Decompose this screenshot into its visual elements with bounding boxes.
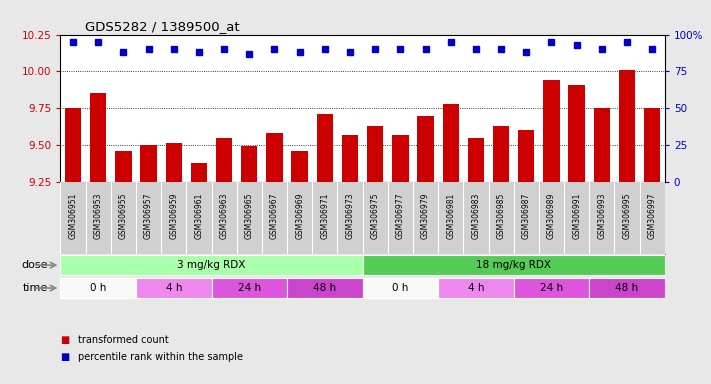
Bar [644, 108, 661, 182]
Bar [136, 278, 212, 298]
Text: GSM306961: GSM306961 [194, 192, 203, 239]
Text: GSM306979: GSM306979 [421, 192, 430, 239]
Text: GSM306957: GSM306957 [144, 192, 153, 239]
Text: GSM306969: GSM306969 [295, 192, 304, 239]
Text: GSM306989: GSM306989 [547, 192, 556, 239]
Bar [342, 135, 358, 182]
Text: 48 h: 48 h [314, 283, 336, 293]
Bar [60, 255, 363, 275]
Text: GSM306953: GSM306953 [94, 192, 102, 239]
Bar [417, 116, 434, 182]
Bar [518, 130, 535, 182]
Bar [514, 278, 589, 298]
Text: GSM306951: GSM306951 [68, 192, 77, 239]
Text: time: time [23, 283, 48, 293]
Bar [594, 108, 610, 182]
Text: GSM306993: GSM306993 [597, 192, 606, 239]
Text: transformed count: transformed count [78, 335, 169, 345]
Bar [543, 80, 560, 182]
Text: 0 h: 0 h [90, 283, 107, 293]
Text: GSM306995: GSM306995 [623, 192, 631, 239]
Text: ■: ■ [60, 335, 70, 345]
Bar [363, 278, 438, 298]
Bar [140, 145, 156, 182]
Text: 0 h: 0 h [392, 283, 409, 293]
Bar [216, 137, 232, 182]
Bar [166, 144, 182, 182]
Text: 48 h: 48 h [616, 283, 638, 293]
Bar [316, 114, 333, 182]
Text: GSM306971: GSM306971 [321, 192, 329, 239]
Bar [60, 278, 136, 298]
Text: GSM306959: GSM306959 [169, 192, 178, 239]
Bar [191, 162, 207, 182]
Bar [241, 146, 257, 182]
Bar [569, 84, 585, 182]
Bar [438, 278, 514, 298]
Text: 24 h: 24 h [540, 283, 563, 293]
Text: 4 h: 4 h [468, 283, 484, 293]
Bar [212, 278, 287, 298]
Bar [292, 151, 308, 182]
Text: 18 mg/kg RDX: 18 mg/kg RDX [476, 260, 551, 270]
Text: GSM306997: GSM306997 [648, 192, 657, 239]
Bar [493, 126, 509, 182]
Bar [619, 70, 635, 182]
Text: GSM306955: GSM306955 [119, 192, 128, 239]
Text: GSM306981: GSM306981 [447, 192, 455, 239]
Text: GSM306963: GSM306963 [220, 192, 229, 239]
Text: percentile rank within the sample: percentile rank within the sample [78, 352, 243, 362]
Bar [363, 255, 665, 275]
Text: ■: ■ [60, 352, 70, 362]
Bar [90, 93, 107, 182]
Text: 4 h: 4 h [166, 283, 182, 293]
Bar [589, 278, 665, 298]
Text: 3 mg/kg RDX: 3 mg/kg RDX [177, 260, 246, 270]
Text: GSM306983: GSM306983 [471, 192, 481, 239]
Bar [115, 151, 132, 182]
Text: GSM306987: GSM306987 [522, 192, 531, 239]
Text: GSM306967: GSM306967 [270, 192, 279, 239]
Bar [442, 104, 459, 182]
Bar [65, 108, 81, 182]
Bar [468, 137, 484, 182]
Text: GDS5282 / 1389500_at: GDS5282 / 1389500_at [85, 20, 239, 33]
Text: 24 h: 24 h [237, 283, 261, 293]
Bar [367, 126, 383, 182]
Text: GSM306977: GSM306977 [396, 192, 405, 239]
Bar [392, 135, 409, 182]
Bar [267, 133, 283, 182]
Text: GSM306975: GSM306975 [370, 192, 380, 239]
Text: GSM306991: GSM306991 [572, 192, 581, 239]
Text: GSM306985: GSM306985 [496, 192, 506, 239]
Text: GSM306973: GSM306973 [346, 192, 355, 239]
Text: GSM306965: GSM306965 [245, 192, 254, 239]
Text: dose: dose [22, 260, 48, 270]
Bar [287, 278, 363, 298]
